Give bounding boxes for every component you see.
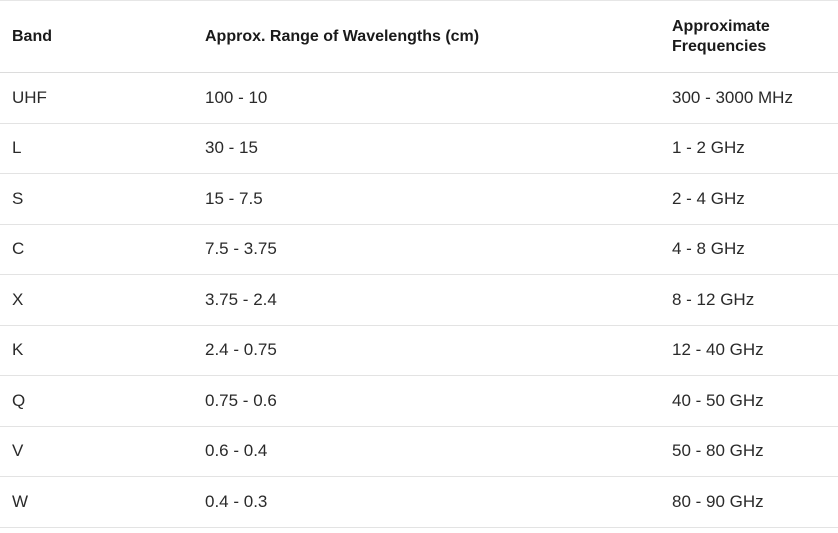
table-row: S 15 - 7.5 2 - 4 GHz (0, 174, 838, 224)
cell-frequency: 80 - 90 GHz (672, 491, 764, 511)
cell-frequency: 1 - 2 GHz (672, 138, 745, 158)
table-row: W 0.4 - 0.3 80 - 90 GHz (0, 477, 838, 527)
cell-wavelength: 2.4 - 0.75 (205, 340, 277, 360)
cell-wavelength: 7.5 - 3.75 (205, 239, 277, 259)
cell-band: L (12, 138, 22, 158)
cell-wavelength: 0.4 - 0.3 (205, 491, 268, 511)
cell-wavelength: 0.75 - 0.6 (205, 390, 277, 410)
table-row: K 2.4 - 0.75 12 - 40 GHz (0, 325, 838, 376)
cell-frequency: 2 - 4 GHz (672, 188, 745, 208)
table-row: UHF 100 - 10 300 - 3000 MHz (0, 73, 838, 123)
cell-wavelength: 15 - 7.5 (205, 188, 263, 208)
header-wavelength: Approx. Range of Wavelengths (cm) (205, 27, 480, 45)
cell-band: X (12, 289, 24, 309)
cell-band: UHF (12, 87, 47, 107)
cell-band: K (12, 340, 24, 360)
cell-band: S (12, 188, 24, 208)
table-row: Q 0.75 - 0.6 40 - 50 GHz (0, 376, 838, 426)
cell-band: W (12, 491, 29, 511)
cell-wavelength: 100 - 10 (205, 87, 268, 107)
cell-wavelength: 3.75 - 2.4 (205, 289, 277, 309)
table-row: C 7.5 - 3.75 4 - 8 GHz (0, 224, 838, 275)
table-row: V 0.6 - 0.4 50 - 80 GHz (0, 426, 838, 477)
table-body: UHF 100 - 10 300 - 3000 MHz L 30 - 15 1 … (0, 73, 838, 527)
cell-band: C (12, 239, 25, 259)
cell-band: Q (12, 390, 26, 410)
header-band: Band (12, 27, 52, 45)
cell-wavelength: 0.6 - 0.4 (205, 441, 268, 461)
table-row: X 3.75 - 2.4 8 - 12 GHz (0, 275, 838, 325)
header-frequency: Approximate Frequencies (672, 17, 770, 55)
cell-frequency: 12 - 40 GHz (672, 340, 764, 360)
cell-frequency: 50 - 80 GHz (672, 441, 764, 461)
cell-frequency: 300 - 3000 MHz (672, 87, 793, 107)
cell-frequency: 40 - 50 GHz (672, 390, 764, 410)
header-row: Band Approx. Range of Wavelengths (cm) A… (0, 0, 838, 73)
cell-frequency: 8 - 12 GHz (672, 289, 755, 309)
cell-wavelength: 30 - 15 (205, 138, 258, 158)
table-row: L 30 - 15 1 - 2 GHz (0, 123, 838, 174)
table-header: Band Approx. Range of Wavelengths (cm) A… (0, 0, 838, 73)
cell-band: V (12, 441, 24, 461)
cell-frequency: 4 - 8 GHz (672, 239, 745, 259)
